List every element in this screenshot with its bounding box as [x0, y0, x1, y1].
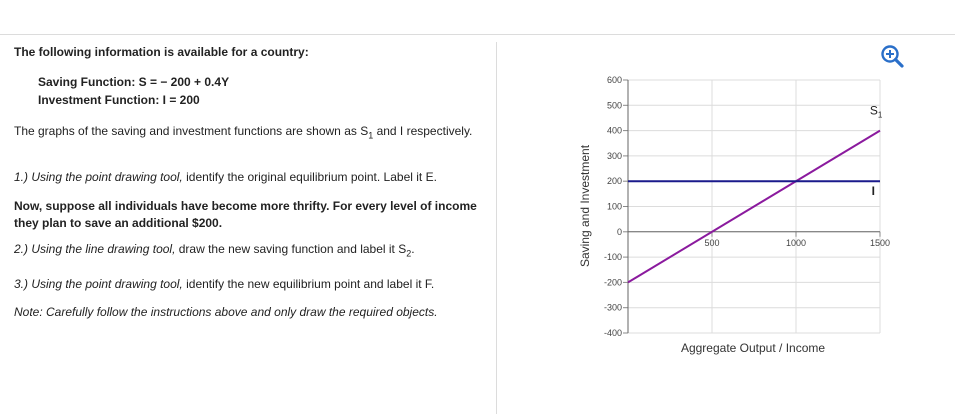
- y-tick-label: -200: [604, 277, 622, 287]
- y-tick-label: 200: [607, 176, 622, 186]
- series-line-s1[interactable]: [627, 129, 881, 284]
- step-3: 3.) Using the point drawing tool, identi…: [14, 277, 435, 291]
- y-tick-label: 500: [607, 100, 622, 110]
- series-label-s1: S1: [870, 104, 883, 120]
- saving-function: Saving Function: S = − 200 + 0.4Y: [38, 75, 230, 89]
- panel-divider: [496, 42, 497, 414]
- y-tick-label: 0: [617, 227, 622, 237]
- y-tick-label: -100: [604, 252, 622, 262]
- x-tick-label: 1000: [786, 238, 806, 248]
- y-tick-label: -400: [604, 328, 622, 338]
- graphs-note: The graphs of the saving and investment …: [14, 124, 473, 141]
- axes: [623, 79, 881, 334]
- y-tick-label: 100: [607, 202, 622, 212]
- y-tick-label: 400: [607, 126, 622, 136]
- x-axis-label: Aggregate Output / Income: [681, 341, 825, 355]
- intro-text: The following information is available f…: [14, 45, 309, 59]
- investment-function: Investment Function: I = 200: [38, 93, 200, 107]
- y-tick-label: -300: [604, 303, 622, 313]
- y-tick-label: 600: [607, 75, 622, 85]
- step-1: 1.) Using the point drawing tool, identi…: [14, 170, 437, 184]
- thrifty-scenario: Now, suppose all individuals have become…: [14, 199, 477, 230]
- series-label-i: I: [872, 184, 875, 198]
- series-labels: S1 I: [870, 104, 883, 199]
- x-tick-label: 1500: [870, 238, 890, 248]
- series-lines[interactable]: [627, 129, 881, 284]
- step-2: 2.) Using the line drawing tool, draw th…: [14, 242, 415, 259]
- top-border: [0, 34, 955, 35]
- note: Note: Carefully follow the instructions …: [14, 305, 438, 319]
- y-axis-label: Saving and Investment: [578, 144, 592, 267]
- y-tick-label: 300: [607, 151, 622, 161]
- zoom-in-icon[interactable]: [879, 43, 905, 69]
- x-tick-label: 500: [704, 238, 719, 248]
